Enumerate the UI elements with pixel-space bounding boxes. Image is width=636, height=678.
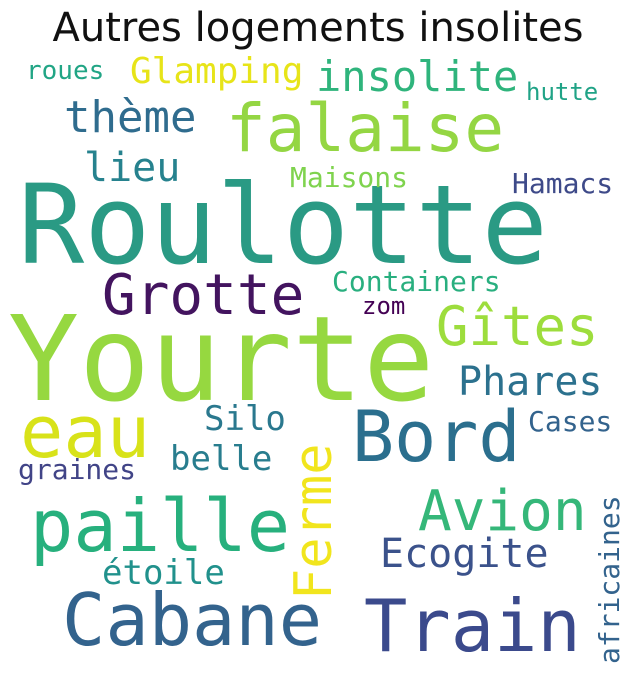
word-paille: paille — [30, 484, 291, 568]
word-eau: eau — [20, 390, 151, 474]
word-hutte: hutte — [526, 78, 599, 106]
word-ferme: Ferme — [284, 443, 344, 600]
word-africaines: africaines — [593, 495, 626, 664]
word-ecogite: Ecogite — [380, 531, 549, 577]
word-yourte: Yourte — [8, 290, 435, 428]
word-zom: zom — [362, 292, 406, 320]
word-silo: Silo — [204, 399, 286, 439]
word-glamping: Glamping — [130, 51, 304, 92]
word-gites: Gîtes — [436, 295, 599, 358]
word-containers: Containers — [332, 265, 501, 298]
word-train: Train — [364, 584, 581, 668]
word-graines: graines — [18, 453, 137, 486]
word-maisons: Maisons — [290, 161, 409, 194]
word-cases: Cases — [528, 405, 613, 438]
word-roulotte: Roulotte — [18, 161, 548, 289]
word-belle: belle — [170, 439, 273, 479]
word-falaise: falaise — [226, 90, 505, 167]
word-cabane: Cabane — [62, 578, 323, 662]
word-grotte: Grotte — [102, 263, 305, 328]
word-etoile: étoile — [102, 553, 225, 593]
word-bord: Bord — [352, 396, 521, 478]
word-phares: Phares — [458, 359, 603, 405]
page-title: Autres logements insolites — [52, 5, 584, 51]
word-avion: Avion — [418, 479, 587, 544]
word-roues: roues — [26, 56, 105, 86]
word-hamacs: Hamacs — [512, 167, 614, 200]
word-insolite: insolite — [316, 52, 519, 101]
word-lieu: lieu — [84, 145, 181, 191]
word-theme: thème — [64, 92, 197, 143]
